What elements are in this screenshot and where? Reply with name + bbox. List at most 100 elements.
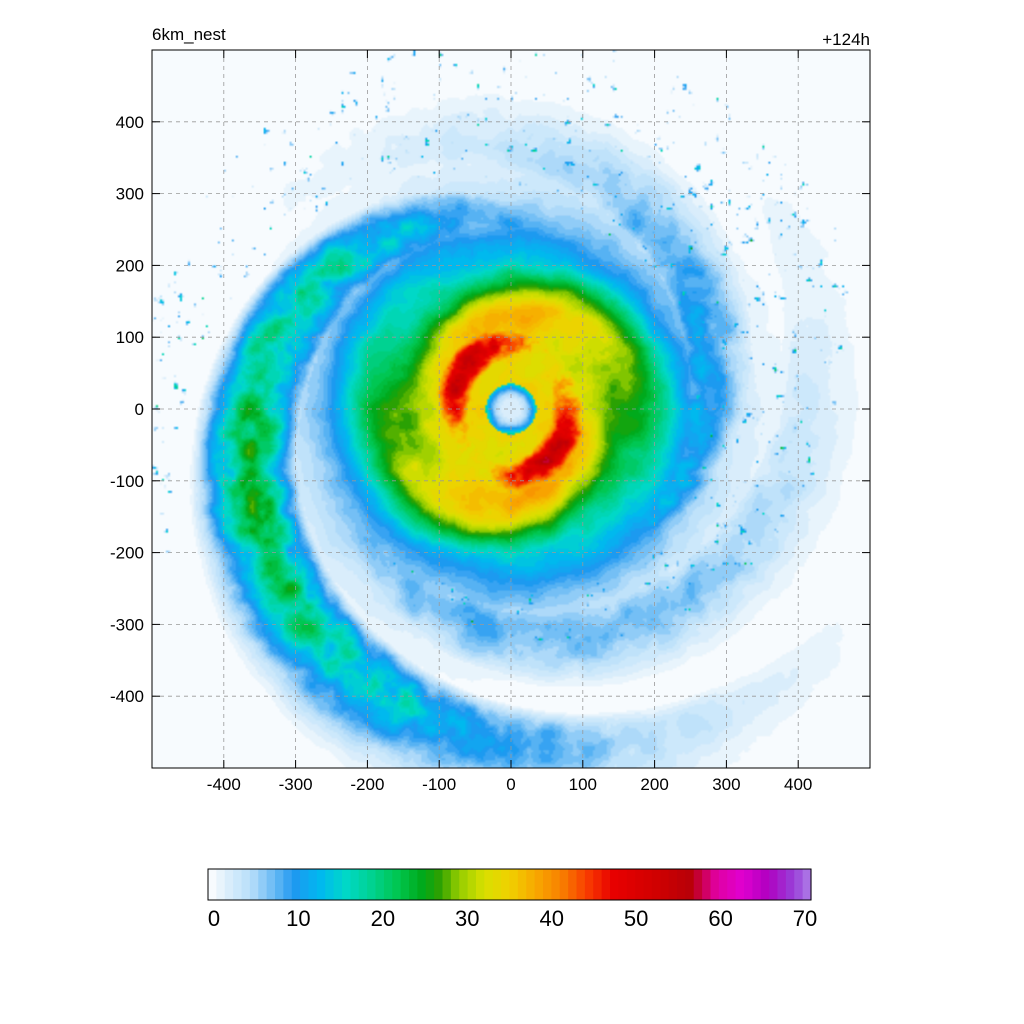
colorbar-frame [207,868,812,901]
x-tick-label: -200 [350,775,384,794]
colorbar-cell [358,869,368,900]
x-tick-label: -100 [422,775,456,794]
colorbar-cell [685,869,695,900]
colorbar-cell [626,869,636,900]
wind-speed-field [152,50,870,768]
colorbar-cell [383,869,393,900]
colorbar-cell [249,869,259,900]
x-tick-label: -300 [279,775,313,794]
colorbar-cell [559,869,569,900]
colorbar-cell [509,869,519,900]
colorbar-cell [601,869,611,900]
chart-title-left: 6km_nest [152,25,226,44]
colorbar-cell [735,869,745,900]
colorbar-cell [224,869,234,900]
y-axis: 400 300 200 100 0 -100 -200 -300 -400 [110,113,870,706]
colorbar-cell [450,869,460,900]
y-tick-label: -200 [110,544,144,563]
x-tick-label: 100 [569,775,597,794]
colorbar-tick-label: 10 [286,906,310,931]
y-tick-label: 200 [116,256,144,275]
colorbar-cell [233,869,243,900]
colorbar-cell [543,869,552,900]
y-tick-label: 100 [116,328,144,347]
colorbar-cell [342,869,351,900]
x-tick-label: 300 [712,775,740,794]
colorbar-cell [668,869,678,900]
colorbar-cell [375,869,385,900]
colorbar-cell [459,869,469,900]
colorbar-cell [635,869,645,900]
colorbar-cell [216,869,226,900]
colorbar-cell [710,869,720,900]
colorbar-cell [492,869,502,900]
colorbar-cell [568,869,578,900]
colorbar-cell [333,869,343,900]
colorbar-cell [400,869,410,900]
colorbar-cell [434,869,444,900]
x-tick-label: 400 [784,775,812,794]
colorbar-cell [484,869,494,900]
colorbar-tick-label: 20 [371,906,395,931]
colorbar-cell [275,869,284,900]
colorbar-cell [760,869,770,900]
chart-title-right: +124h [822,30,870,49]
colorbar-cell [526,869,536,900]
colorbar-cell [467,869,477,900]
colorbar-cell [593,869,603,900]
colorbar: 0 10 20 30 40 50 60 70 [207,868,817,931]
colorbar-cell [718,869,728,900]
colorbar-cell [283,869,293,900]
colorbar-cell [409,869,418,900]
colorbar-cell [425,869,435,900]
colorbar-cell [208,869,217,900]
colorbar-cell [392,869,402,900]
colorbar-cell [266,869,276,900]
colorbar-cell [643,869,653,900]
y-tick-label: 0 [135,400,144,419]
plot-area: -400 -300 -200 -100 0 100 200 300 400 400 300 200 1… [110,49,871,794]
colorbar-cell [744,869,753,900]
x-tick-label: -400 [207,775,241,794]
colorbar-tick-label: 60 [708,906,732,931]
colorbar-cell [618,869,628,900]
colorbar-cell [316,869,326,900]
x-axis: -400 -300 -200 -100 0 100 200 300 400 [207,50,812,794]
colorbar-cell [651,869,661,900]
colorbar-tick-label: 50 [624,906,648,931]
colorbar-cell [258,869,268,900]
colorbar-cell [308,869,318,900]
colorbar-cell [702,869,712,900]
colorbar-cell [291,869,301,900]
colorbar-cell [551,869,561,900]
colorbar-tick-label: 40 [539,906,563,931]
colorbar-cell [769,869,779,900]
colorbar-cell [785,869,795,900]
colorbar-cell [693,869,703,900]
colorbar-cell [350,869,360,900]
colorbar-cell [300,869,310,900]
x-tick-label: 0 [506,775,515,794]
colorbar-cell [727,869,737,900]
x-tick-label: 200 [640,775,668,794]
y-tick-label: -400 [110,687,144,706]
colorbar-tick-label: 70 [793,906,817,931]
colorbar-cell [584,869,594,900]
colorbar-tick-label: 30 [455,906,479,931]
colorbar-cell [417,869,427,900]
colorbar-cell [325,869,335,900]
colorbar-cell [517,869,527,900]
colorbar-cell [610,869,619,900]
colorbar-cell [794,869,804,900]
colorbar-cell [677,869,686,900]
colorbar-cell [660,869,670,900]
colorbar-cell [367,869,377,900]
y-tick-label: 300 [116,185,144,204]
y-tick-label: 400 [116,113,144,132]
colorbar-cells [208,869,812,900]
colorbar-cell [501,869,511,900]
colorbar-cell [476,869,485,900]
colorbar-cell [752,869,762,900]
y-tick-label: -300 [110,615,144,634]
